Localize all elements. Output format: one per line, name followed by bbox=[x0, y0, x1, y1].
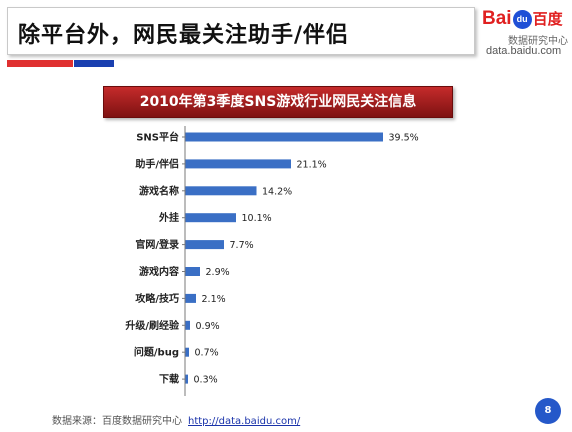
data-label: 21.1% bbox=[297, 159, 327, 170]
chart-marks: SNS平台 39.5% 助手/伴侣 21.1% 游戏名称 14.2% 外挂 10.1% 官网/登… bbox=[125, 131, 418, 386]
source-label: 数据来源：百度数据研究中心 bbox=[52, 416, 182, 427]
data-label: 39.5% bbox=[389, 133, 419, 144]
bar bbox=[185, 293, 196, 303]
source-link[interactable]: http://data.baidu.com/ bbox=[188, 416, 301, 427]
data-label: 10.1% bbox=[242, 213, 272, 224]
data-label: 0.7% bbox=[195, 348, 219, 359]
data-label: 2.9% bbox=[206, 267, 230, 278]
category-label: 游戏内容 bbox=[139, 265, 179, 278]
slide-title: 除平台外，网民最关注助手/伴侣 bbox=[18, 23, 350, 48]
category-label: 外挂 bbox=[158, 211, 179, 224]
logo-brand-latin: Bai bbox=[482, 8, 512, 29]
category-label: SNS平台 bbox=[136, 131, 179, 144]
category-label: 游戏名称 bbox=[139, 184, 179, 197]
category-label: 问题/bug bbox=[134, 346, 179, 359]
accent-stripe-blue bbox=[74, 60, 114, 67]
category-label: 升级/刷经验 bbox=[125, 319, 180, 332]
bar bbox=[185, 213, 236, 223]
data-label: 0.3% bbox=[194, 375, 218, 386]
page-number-badge: 8 bbox=[535, 398, 561, 424]
category-label: 下载 bbox=[159, 373, 179, 386]
data-label: 14.2% bbox=[262, 186, 292, 197]
data-label: 0.9% bbox=[196, 321, 220, 332]
accent-stripe-red bbox=[7, 60, 73, 67]
logo-mark: Bai du 百度 bbox=[482, 8, 563, 30]
data-label: 7.7% bbox=[230, 240, 254, 251]
bar bbox=[185, 159, 291, 169]
bar bbox=[185, 320, 190, 330]
logo-url: data.baidu.com bbox=[486, 45, 562, 57]
chart-title: 2010年第3季度SNS游戏行业网民关注信息 bbox=[103, 86, 453, 118]
category-label: 助手/伴侣 bbox=[135, 157, 179, 170]
logo-brand-cn: 百度 bbox=[532, 11, 563, 28]
logo-subtitle: 数据研究中心 bbox=[508, 36, 568, 47]
bar bbox=[185, 267, 200, 276]
source-note: 数据来源：百度数据研究中心 http://data.baidu.com/ bbox=[52, 412, 300, 427]
bar bbox=[185, 186, 257, 196]
bar bbox=[185, 240, 224, 250]
bar bbox=[185, 347, 189, 357]
category-label: 攻略/技巧 bbox=[135, 292, 179, 305]
bar bbox=[185, 374, 188, 384]
slide-title-box: 除平台外，网民最关注助手/伴侣 bbox=[7, 7, 475, 55]
data-label: 2.1% bbox=[202, 294, 226, 305]
bar bbox=[185, 132, 383, 142]
paw-icon: du bbox=[512, 10, 532, 29]
category-label: 官网/登录 bbox=[135, 238, 179, 251]
baidu-logo: Bai du 百度 数据研究中心 data.baidu.com bbox=[478, 8, 570, 68]
